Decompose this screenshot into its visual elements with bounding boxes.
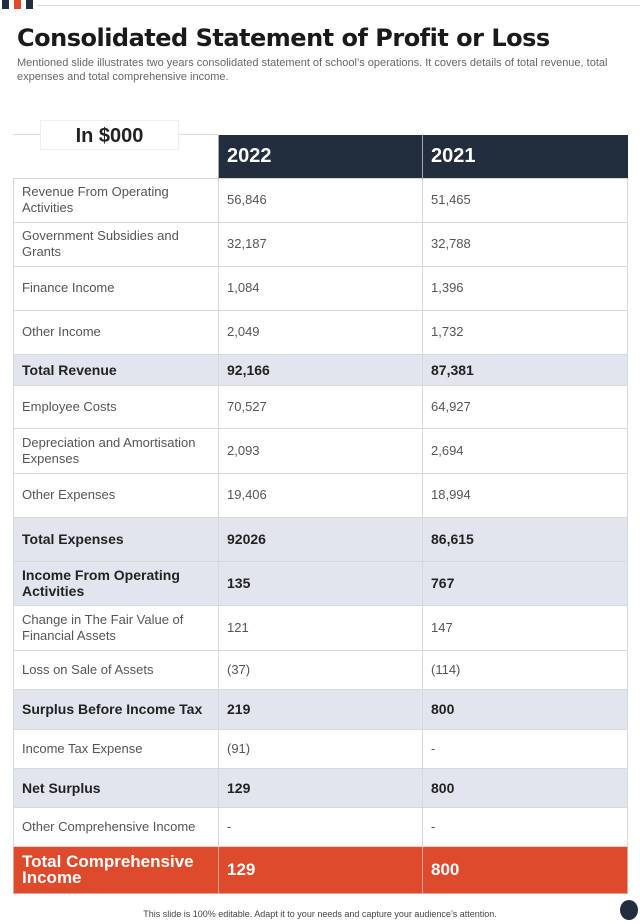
row-label: Surplus Before Income Tax [13,688,219,730]
table-row: Income Tax Expense (91) - [13,728,628,769]
value-2022: 56,846 [218,177,423,223]
value-2021: 51,465 [422,177,628,223]
value-2022: 129 [218,845,423,894]
row-label: Depreciation and Amortisation Expenses [13,427,219,474]
row-label: Government Subsidies and Grants [13,221,219,267]
value-2022: 2,093 [218,427,423,474]
table-row: Other Expenses 19,406 18,994 [13,472,628,518]
value-2021: 800 [422,767,628,808]
table-row: Finance Income 1,084 1,396 [13,265,628,311]
table-row: Loss on Sale of Assets (37) (114) [13,649,628,690]
value-2021: 800 [422,845,628,894]
value-2022: 92026 [218,516,423,562]
row-label: Income Tax Expense [13,728,219,769]
table-row: Other Income 2,049 1,732 [13,309,628,355]
value-2022: (37) [218,649,423,690]
column-header-2021: 2021 [422,135,628,178]
value-2021: 86,615 [422,516,628,562]
table-row: Net Surplus 129 800 [13,767,628,808]
value-2021: 1,732 [422,309,628,355]
table-row: Revenue From Operating Activities 56,846 5… [13,177,628,223]
value-2022: 121 [218,604,423,651]
value-2022: 219 [218,688,423,730]
value-2022: 2,049 [218,309,423,355]
row-label: Total Comprehensive Income [13,845,219,894]
value-2021: - [422,728,628,769]
value-2021: 1,396 [422,265,628,311]
table-row: Surplus Before Income Tax 219 800 [13,688,628,730]
value-2021: - [422,806,628,847]
row-label: Other Expenses [13,472,219,518]
row-label: Total Revenue [13,353,219,386]
page-subtitle: Mentioned slide illustrates two years co… [17,57,608,83]
value-2022: 70,527 [218,384,423,429]
table-row: Depreciation and Amortisation Expenses 2,… [13,427,628,474]
value-2021: 147 [422,604,628,651]
value-2021: 2,694 [422,427,628,474]
decor-square [2,0,9,9]
row-label: Net Surplus [13,767,219,808]
row-label: Revenue From Operating Activities [13,177,219,223]
decor-square [26,0,33,9]
row-label: Total Expenses [13,516,219,562]
decor-circle [620,900,638,920]
table-row: Change in The Fair Value of Financial As… [13,604,628,651]
column-header-2022: 2022 [218,135,423,178]
row-label: Employee Costs [13,384,219,429]
footer-note: This slide is 100% editable. Adapt it to… [143,909,497,919]
value-2021: 32,788 [422,221,628,267]
value-2022: 32,187 [218,221,423,267]
table-row: Total Revenue 92,166 87,381 [13,353,628,386]
value-2021: 87,381 [422,353,628,386]
table-row: Employee Costs 70,527 64,927 [13,384,628,429]
row-label: Loss on Sale of Assets [13,649,219,690]
value-2021: (114) [422,649,628,690]
decor-square [14,0,21,9]
value-2021: 800 [422,688,628,730]
row-label: Income From Operating Activities [13,560,219,606]
page-title: Consolidated Statement of Profit or Loss [17,24,550,52]
statement-table: 2022 2021 Revenue From Operating Activit… [13,135,628,894]
table-row: Total Comprehensive Income 129 800 [13,845,628,894]
divider [37,5,640,6]
value-2021: 18,994 [422,472,628,518]
row-label: Other Income [13,309,219,355]
value-2022: 129 [218,767,423,808]
unit-label: In $000 [40,120,179,150]
table-row: Other Comprehensive Income - - [13,806,628,847]
row-label: Finance Income [13,265,219,311]
value-2022: - [218,806,423,847]
value-2022: 135 [218,560,423,606]
value-2022: (91) [218,728,423,769]
table-row: Total Expenses 92026 86,615 [13,516,628,562]
row-label: Other Comprehensive Income [13,806,219,847]
value-2022: 92,166 [218,353,423,386]
value-2021: 767 [422,560,628,606]
table-row: Government Subsidies and Grants 32,187 32,… [13,221,628,267]
value-2021: 64,927 [422,384,628,429]
row-label: Change in The Fair Value of Financial As… [13,604,219,651]
value-2022: 1,084 [218,265,423,311]
value-2022: 19,406 [218,472,423,518]
table-row: Income From Operating Activities 135 767 [13,560,628,606]
